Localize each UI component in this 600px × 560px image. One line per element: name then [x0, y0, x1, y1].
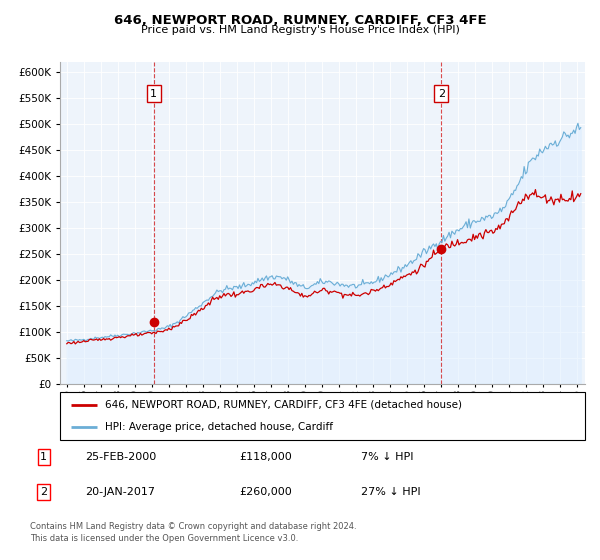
Text: 25-FEB-2000: 25-FEB-2000: [85, 452, 157, 462]
Text: Contains HM Land Registry data © Crown copyright and database right 2024.: Contains HM Land Registry data © Crown c…: [30, 522, 356, 531]
Text: 1: 1: [40, 452, 47, 462]
Text: This data is licensed under the Open Government Licence v3.0.: This data is licensed under the Open Gov…: [30, 534, 298, 543]
Text: 646, NEWPORT ROAD, RUMNEY, CARDIFF, CF3 4FE: 646, NEWPORT ROAD, RUMNEY, CARDIFF, CF3 …: [113, 14, 487, 27]
Text: 27% ↓ HPI: 27% ↓ HPI: [361, 487, 421, 497]
Text: HPI: Average price, detached house, Cardiff: HPI: Average price, detached house, Card…: [104, 422, 332, 432]
Text: £118,000: £118,000: [240, 452, 293, 462]
Text: Price paid vs. HM Land Registry's House Price Index (HPI): Price paid vs. HM Land Registry's House …: [140, 25, 460, 35]
FancyBboxPatch shape: [60, 392, 585, 440]
Text: 2: 2: [437, 89, 445, 99]
Text: 2: 2: [40, 487, 47, 497]
Text: 20-JAN-2017: 20-JAN-2017: [85, 487, 155, 497]
Text: £260,000: £260,000: [240, 487, 293, 497]
Text: 646, NEWPORT ROAD, RUMNEY, CARDIFF, CF3 4FE (detached house): 646, NEWPORT ROAD, RUMNEY, CARDIFF, CF3 …: [104, 400, 461, 410]
Text: 7% ↓ HPI: 7% ↓ HPI: [361, 452, 414, 462]
Text: 1: 1: [150, 89, 157, 99]
